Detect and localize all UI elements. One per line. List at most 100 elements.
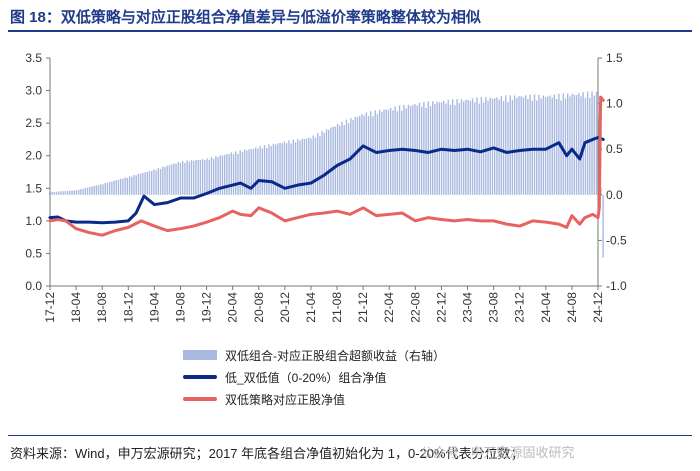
excess-return-bar [113,180,115,195]
excess-return-bar [520,96,522,195]
excess-return-bar [71,190,73,195]
excess-return-bar [148,170,151,195]
x-axis-tick-label: 18-04 [69,292,83,323]
excess-return-bar [100,184,102,195]
excess-return-bar [372,116,374,195]
excess-return-bar [122,178,124,195]
excess-return-bar [363,115,365,195]
excess-return-bar [575,95,578,195]
excess-return-bar [208,159,210,195]
excess-return-bar [502,101,505,195]
source-note: 资料来源：Wind，申万宏源研究；2017 年底各组合净值初始化为 1，0-20… [10,446,524,461]
excess-return-bar [175,163,177,195]
excess-return-bar [396,111,399,195]
left-axis-tick-label: 2.0 [25,149,42,163]
excess-return-bar [356,117,359,195]
right-axis-tick-label: 1.5 [606,51,623,65]
excess-return-bar [345,119,348,195]
excess-return-bar [513,95,516,195]
x-axis-tick-label: 22-04 [382,292,396,323]
excess-return-bar [288,140,290,195]
right-axis-tick-label: 0.5 [606,142,623,156]
excess-return-bar [212,158,215,195]
excess-return-bar [518,96,520,195]
excess-return-bar [522,97,525,195]
excess-return-bar [55,191,58,195]
excess-return-bar [584,97,587,195]
excess-return-bar [257,148,259,195]
excess-return-bar [221,155,224,195]
x-axis-tick-label: 22-08 [408,292,422,323]
excess-return-bar [447,99,449,195]
excess-return-bar [117,179,120,195]
x-axis-tick-label: 24-04 [539,292,553,323]
excess-return-bar [547,96,549,195]
excess-return-bar [144,172,146,195]
excess-return-bar [104,182,106,195]
excess-return-bar [529,94,531,195]
excess-return-bar [343,125,345,195]
excess-return-bar [498,99,500,195]
excess-return-bar [64,191,67,195]
legend: 双低组合-对应正股组合超额收益（右轴） 低_双低值（0-20%）组合净值 双低策… [183,344,445,410]
excess-return-bar [179,162,182,195]
left-axis-tick-label: 0.5 [25,246,42,260]
excess-return-bar [252,148,255,195]
x-axis-tick-label: 19-12 [200,292,214,323]
excess-return-bar [206,158,208,195]
excess-return-bar [303,138,306,195]
excess-return-bar [255,147,257,195]
excess-return-bar [84,188,87,195]
excess-return-bar [427,101,429,195]
excess-return-bar [66,190,69,195]
legend-swatch-bar [183,350,217,360]
left-axis-tick-label: 0.0 [25,279,42,293]
excess-return-bar [500,96,503,195]
excess-return-bar [270,146,272,195]
excess-return-bar [75,190,78,195]
excess-return-bar [471,98,474,195]
excess-return-bar [155,170,157,195]
excess-return-bar [301,138,303,195]
excess-return-bar [555,98,558,195]
excess-return-bar [210,157,213,195]
excess-return-bar [131,176,133,195]
excess-return-bar [190,160,193,195]
x-axis-tick-label: 18-12 [121,292,135,323]
excess-return-bar [294,142,297,195]
excess-return-bar [432,101,434,195]
x-axis-tick-label: 24-12 [591,292,605,323]
excess-return-bar [285,143,288,195]
excess-return-bar [86,187,89,195]
excess-return-bar [162,166,164,195]
excess-return-bar [507,101,509,195]
excess-return-bar [77,189,80,195]
x-axis-tick-label: 23-04 [461,292,475,323]
excess-return-bar [511,99,514,195]
legend-item-double-low-nav: 低_双低值（0-20%）组合净值 [183,366,445,388]
excess-return-bar [334,126,337,195]
excess-return-bar [272,143,275,195]
excess-return-bar [150,171,153,195]
excess-return-bar [73,190,75,195]
excess-return-bar [170,164,173,195]
excess-return-bar [69,190,71,195]
excess-return-bar [120,178,122,195]
excess-return-bar [58,191,60,195]
excess-return-bar [215,156,217,195]
excess-return-bar [263,145,266,195]
excess-return-bar [82,188,84,195]
excess-return-bar [153,169,155,195]
excess-return-bar [392,110,394,195]
excess-return-bar [168,165,171,195]
excess-return-bar [595,91,598,195]
excess-return-bar [281,143,283,195]
excess-return-bar [232,153,235,195]
excess-return-bar [290,143,292,195]
excess-return-bar [418,102,421,195]
excess-return-bar [135,175,137,195]
excess-return-bar [108,181,111,195]
x-axis-tick-label: 17-12 [43,292,57,323]
excess-return-bar [323,133,325,195]
x-axis-tick-label: 19-04 [147,292,161,323]
